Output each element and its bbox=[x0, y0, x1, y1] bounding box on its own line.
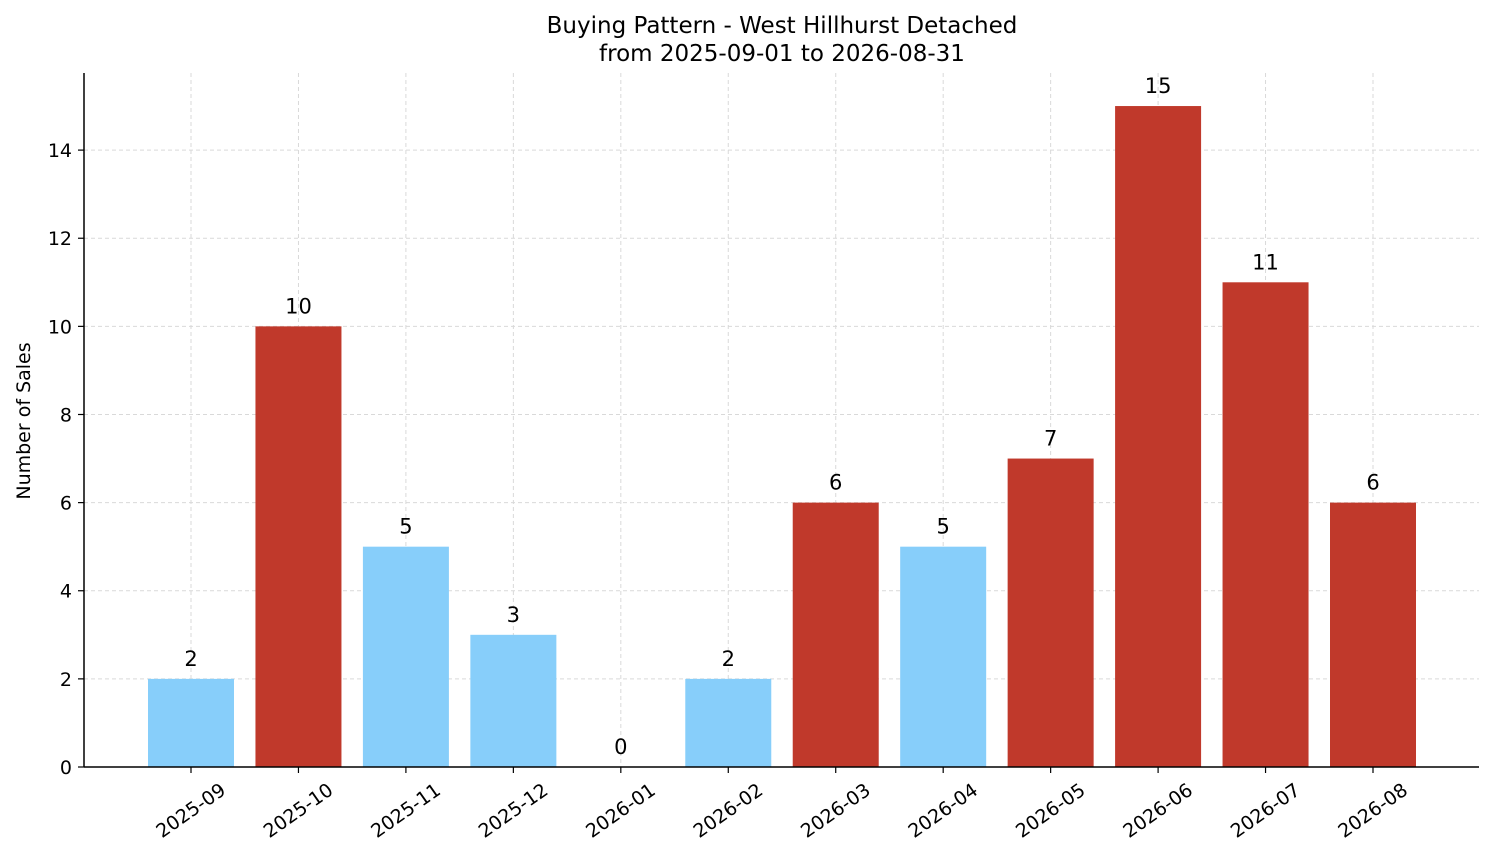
bar bbox=[362, 546, 449, 767]
y-tick-label: 2 bbox=[60, 669, 72, 691]
bar bbox=[1007, 458, 1094, 767]
x-tick-label: 2026-07 bbox=[1227, 779, 1305, 843]
bar bbox=[148, 678, 234, 767]
y-axis-label: Number of Sales bbox=[13, 342, 35, 499]
x-tick-label: 2026-05 bbox=[1012, 779, 1090, 843]
y-tick-label: 14 bbox=[48, 140, 72, 162]
bar-value-label: 5 bbox=[399, 515, 412, 539]
x-tick-label: 2025-09 bbox=[152, 779, 230, 843]
y-tick-label: 6 bbox=[60, 493, 72, 515]
bar-value-label: 6 bbox=[1366, 471, 1379, 495]
bars bbox=[148, 106, 1416, 768]
y-tick-label: 8 bbox=[60, 404, 72, 426]
x-tick-label: 2026-06 bbox=[1119, 779, 1197, 843]
bar-value-label: 10 bbox=[285, 294, 312, 318]
bar-value-label: 7 bbox=[1044, 427, 1057, 451]
axes bbox=[78, 73, 1479, 773]
x-tick-label: 2026-02 bbox=[689, 779, 767, 843]
x-tick-label: 2026-03 bbox=[797, 779, 875, 843]
y-tick-label: 4 bbox=[60, 581, 72, 603]
bar bbox=[685, 678, 772, 767]
x-tick-label: 2026-04 bbox=[904, 779, 982, 843]
bar-value-label: 6 bbox=[829, 471, 842, 495]
bar bbox=[255, 326, 342, 767]
chart-title: Buying Pattern - West Hillhurst Detached bbox=[547, 13, 1018, 39]
x-tick-label: 2025-10 bbox=[260, 779, 338, 843]
y-tick-label: 10 bbox=[48, 316, 72, 338]
bar bbox=[900, 546, 987, 767]
bar bbox=[792, 502, 879, 767]
bar-value-label: 0 bbox=[614, 735, 627, 759]
bar-value-label: 15 bbox=[1145, 74, 1172, 98]
x-tick-label: 2025-12 bbox=[475, 779, 553, 843]
data-labels: 2 10 5 3 0 2 6 5 7 15 11 6 bbox=[184, 74, 1379, 759]
bar bbox=[1115, 106, 1202, 768]
bar-value-label: 5 bbox=[936, 515, 949, 539]
x-tick-label: 2026-01 bbox=[582, 779, 660, 843]
chart-subtitle: from 2025-09-01 to 2026-08-31 bbox=[599, 41, 965, 67]
bar-value-label: 11 bbox=[1252, 250, 1279, 274]
bar-value-label: 2 bbox=[722, 647, 735, 671]
bar bbox=[470, 634, 557, 767]
y-tick-label: 0 bbox=[60, 757, 72, 779]
bar bbox=[1330, 502, 1416, 767]
y-tick-label: 12 bbox=[48, 228, 72, 250]
bar bbox=[1222, 282, 1309, 767]
bar-value-label: 3 bbox=[507, 603, 520, 627]
x-tick-label: 2025-11 bbox=[367, 779, 445, 843]
x-tick-label: 2026-08 bbox=[1334, 779, 1412, 843]
bar-value-label: 2 bbox=[184, 647, 197, 671]
